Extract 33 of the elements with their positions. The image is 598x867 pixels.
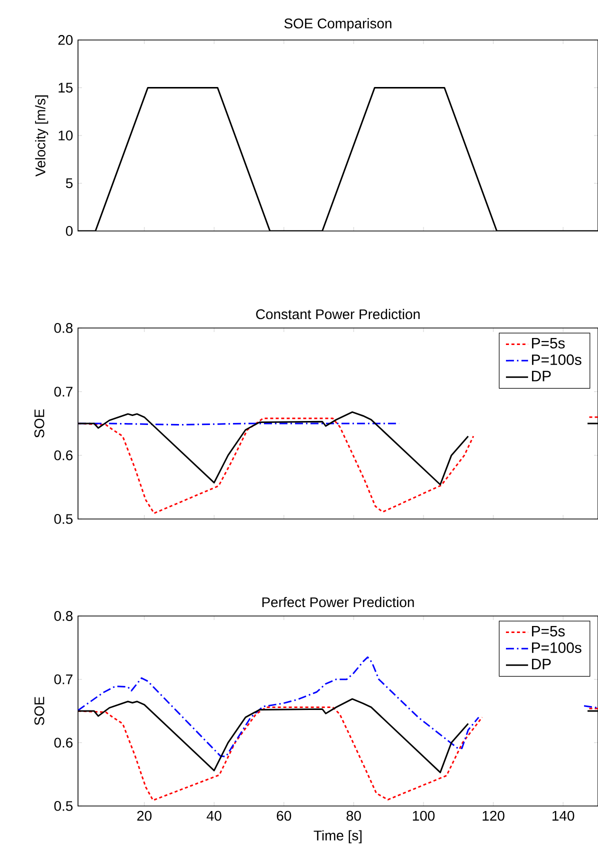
y-tick-label: 0.8 [54,611,72,621]
y-tick-label: 0.7 [54,674,72,684]
y-tick-label: 5 [66,178,72,188]
legend-label: P=5s [532,338,565,348]
x-tick-label: 120 [482,810,504,821]
x-tick-label: 100 [412,810,434,821]
x-tick-label: 40 [206,810,222,821]
y-tick-label: 0.6 [54,450,72,460]
y-axis-title: SOE [34,409,44,438]
legend-label: P=100s [532,354,582,365]
y-tick-label: 0.7 [54,386,72,397]
x-tick-label: 20 [137,810,152,821]
x-tick-label: 140 [552,810,574,821]
y-tick-label: 0.5 [54,801,72,811]
y-tick-label: 20 [58,35,72,45]
y-tick-label: 0 [66,226,72,236]
y-tick-label: 0.5 [54,514,72,524]
x-axis-title: Time [s] [314,830,362,844]
legend-label: P=100s [532,642,582,653]
y-tick-label: 10 [58,130,72,140]
y-tick-label: 0.8 [54,323,72,333]
y-axis-title: Velocity [m/s] [34,95,48,177]
x-tick-label: 60 [276,810,291,821]
y-tick-label: 15 [58,82,72,93]
legend-label: DP [532,370,551,382]
legend-label: DP [532,658,551,670]
chart-title: Perfect Power Prediction [262,596,414,608]
x-tick-label: 80 [346,810,361,821]
chart-title: SOE Comparison [284,18,392,32]
legend-label: P=5s [532,626,565,636]
y-tick-label: 0.6 [54,738,72,748]
chart-title: Constant Power Prediction [256,308,420,320]
y-axis-title: SOE [34,696,44,726]
